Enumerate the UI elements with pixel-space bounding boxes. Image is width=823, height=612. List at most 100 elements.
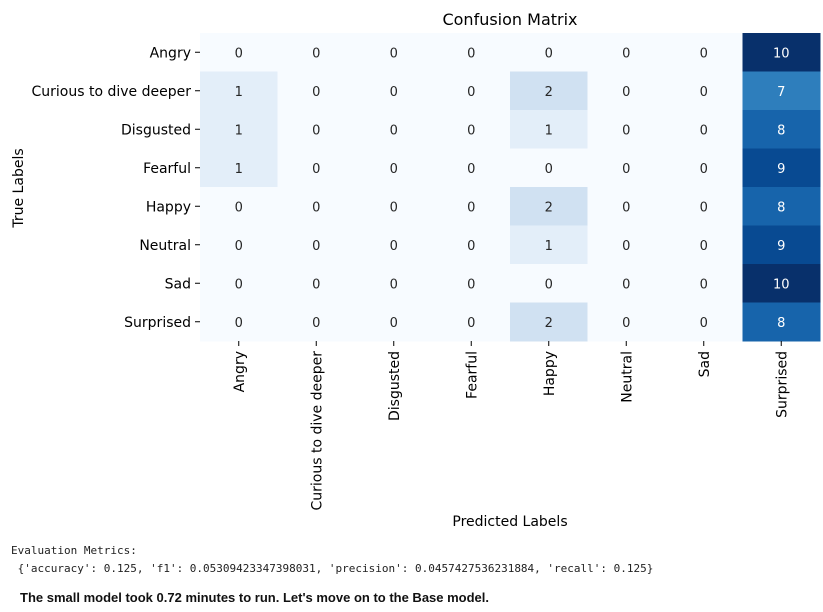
cell-value-label: 0 [390, 239, 398, 254]
heatmap-cell [277, 71, 356, 111]
heatmap-cell [355, 148, 433, 188]
cell-value-label: 0 [700, 200, 708, 215]
cell-value-label: 0 [390, 277, 398, 292]
cell-value-label: 0 [700, 46, 708, 61]
cell-value-label: 0 [312, 46, 320, 61]
cell-value-label: 0 [700, 123, 708, 138]
x-tick-label: Disgusted [387, 351, 403, 421]
cell-value-label: 1 [235, 85, 243, 100]
cell-value-label: 2 [545, 85, 553, 100]
cell-value-label: 7 [777, 85, 785, 100]
cell-value-label: 0 [467, 239, 475, 254]
cell-value-label: 10 [773, 46, 790, 61]
x-axis-label: Predicted Labels [452, 514, 567, 530]
metrics-values: {'accuracy': 0.125, 'f1': 0.053094233473… [11, 562, 654, 575]
cell-value-label: 0 [390, 316, 398, 331]
cell-value-label: 0 [312, 162, 320, 177]
cell-value-label: 1 [545, 123, 553, 138]
y-tick-label: Disgusted [121, 122, 191, 138]
cell-value-label: 0 [312, 316, 320, 331]
heatmap-cell [432, 302, 511, 342]
heatmap-cell [432, 148, 511, 188]
heatmap-cell [665, 33, 743, 72]
y-tick-label: Neutral [139, 238, 191, 254]
cell-value-label: 0 [390, 200, 398, 215]
run-time-note: The small model took 0.72 minutes to run… [20, 590, 490, 605]
cell-value-label: 0 [700, 316, 708, 331]
heatmap-cell [665, 302, 743, 342]
heatmap-cell [587, 187, 666, 226]
heatmap-cell [742, 110, 821, 149]
heatmap-cell [200, 302, 278, 342]
heatmap-cell [587, 33, 666, 72]
cell-value-label: 0 [545, 277, 553, 292]
y-axis-label: True Labels [11, 148, 27, 228]
x-tick-label: Neutral [619, 351, 635, 403]
x-tick-label: Curious to dive deeper [309, 351, 325, 511]
heatmap-cell [742, 71, 821, 111]
x-tick-label: Angry [232, 351, 248, 392]
heatmap-cell [665, 110, 743, 149]
cell-value-label: 0 [467, 316, 475, 331]
heatmap-cell [510, 225, 588, 265]
heatmap-cells: 0 0 0 0 0 0 0 101 0 0 0 2 0 0 71 0 0 0 1 0 0 81 0 0 0 0 0 0 90 0 0 0 2 0 0… [200, 33, 821, 342]
cell-value-label: 0 [390, 123, 398, 138]
heatmap-cell [432, 264, 511, 303]
cell-value-label: 0 [545, 162, 553, 177]
heatmap-cell [200, 71, 278, 111]
heatmap-cell [277, 302, 356, 342]
heatmap-cell [665, 264, 743, 303]
y-tick-labels: Angry Curious to dive deeper Disgusted Fear… [32, 45, 200, 331]
cell-value-label: 0 [622, 123, 630, 138]
y-tick-label: Surprised [124, 315, 191, 331]
heatmap-cell [200, 264, 278, 303]
heatmap-cell [200, 110, 278, 149]
cell-value-label: 0 [312, 200, 320, 215]
heatmap-cell [587, 264, 666, 303]
x-tick-label: Surprised [774, 351, 790, 418]
heatmap-cell [277, 225, 356, 265]
heatmap-cell [510, 71, 588, 111]
cell-value-label: 0 [622, 316, 630, 331]
heatmap-cell [277, 148, 356, 188]
cell-value-label: 0 [622, 85, 630, 100]
heatmap-cell [742, 302, 821, 342]
heatmap-cell [200, 148, 278, 188]
heatmap-cell [277, 187, 356, 226]
cell-value-label: 9 [777, 239, 785, 254]
cell-value-label: 0 [390, 85, 398, 100]
heatmap-cell [355, 225, 433, 265]
cell-value-label: 0 [235, 200, 243, 215]
cell-value-label: 0 [312, 123, 320, 138]
cell-value-label: 0 [312, 277, 320, 292]
confusion-matrix-chart: Confusion Matrix 0 0 0 0 0 0 0 101 0 0 0 2 0 0 71 0 0 0 1 0… [11, 10, 821, 530]
cell-value-label: 0 [700, 277, 708, 292]
cell-value-label: 0 [467, 277, 475, 292]
cell-value-label: 0 [390, 46, 398, 61]
heatmap-cell [510, 148, 588, 188]
cell-value-label: 0 [235, 277, 243, 292]
cell-value-label: 0 [312, 85, 320, 100]
cell-value-label: 0 [700, 85, 708, 100]
heatmap-cell [587, 71, 666, 111]
cell-value-label: 0 [235, 46, 243, 61]
heatmap-cell [432, 33, 511, 72]
heatmap-cell [200, 187, 278, 226]
heatmap-cell [665, 225, 743, 265]
heatmap-cell [277, 264, 356, 303]
cell-value-label: 10 [773, 277, 790, 292]
cell-value-label: 0 [235, 239, 243, 254]
heatmap-cell [665, 187, 743, 226]
cell-value-label: 0 [390, 162, 398, 177]
cell-value-label: 0 [467, 85, 475, 100]
cell-value-label: 0 [700, 239, 708, 254]
heatmap-cell [510, 33, 588, 72]
heatmap-cell [665, 148, 743, 188]
cell-value-label: 9 [777, 162, 785, 177]
x-tick-label: Happy [542, 351, 558, 396]
cell-value-label: 0 [700, 162, 708, 177]
heatmap-cell [355, 187, 433, 226]
cell-value-label: 1 [235, 162, 243, 177]
y-tick-label: Angry [150, 45, 191, 61]
cell-value-label: 0 [622, 239, 630, 254]
